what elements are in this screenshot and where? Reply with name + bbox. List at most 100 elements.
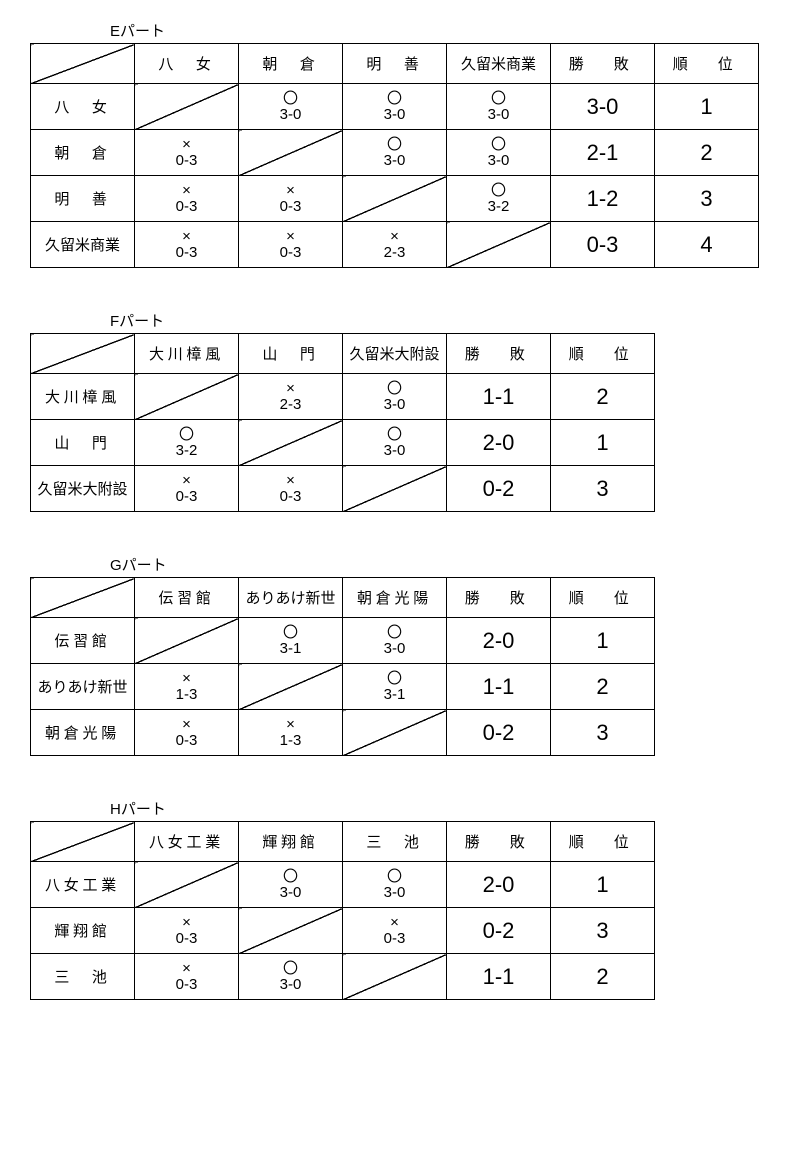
row-header: 明 善	[31, 176, 135, 222]
rank-header: 順 位	[551, 334, 655, 374]
win-loss-cell: 3-0	[551, 84, 655, 130]
diagonal-cell	[343, 954, 447, 1000]
diagonal-cell	[239, 908, 343, 954]
rank-cell: 3	[655, 176, 759, 222]
win-mark-icon: 〇	[447, 183, 550, 199]
diagonal-cell	[135, 84, 239, 130]
score-text: 3-0	[343, 641, 446, 657]
score-text: 0-3	[135, 931, 238, 947]
diagonal-cell	[343, 466, 447, 512]
group-block: Fパート大川樟風山 門久留米大附設勝 敗順 位大川樟風×2-3〇3-01-12山…	[30, 310, 770, 512]
row-header: 朝 倉	[31, 130, 135, 176]
score-text: 3-0	[447, 107, 550, 123]
result-cell: ×0-3	[239, 222, 343, 268]
wl-header: 勝 敗	[447, 334, 551, 374]
win-mark-icon: 〇	[239, 961, 342, 977]
result-cell: ×2-3	[343, 222, 447, 268]
score-text: 0-3	[135, 199, 238, 215]
loss-mark-icon: ×	[239, 229, 342, 245]
result-cell: ×0-3	[135, 710, 239, 756]
result-cell: 〇3-0	[239, 862, 343, 908]
score-text: 0-3	[135, 489, 238, 505]
win-loss-cell: 0-2	[447, 710, 551, 756]
col-header: 山 門	[239, 334, 343, 374]
table-row: 久留米大附設 ×0-3×0-3 0-23	[31, 466, 655, 512]
loss-mark-icon: ×	[135, 717, 238, 733]
row-header: 輝翔館	[31, 908, 135, 954]
wl-header: 勝 敗	[551, 44, 655, 84]
win-mark-icon: 〇	[343, 625, 446, 641]
win-mark-icon: 〇	[343, 671, 446, 687]
col-header: 輝翔館	[239, 822, 343, 862]
score-text: 3-0	[239, 885, 342, 901]
row-header: 八 女	[31, 84, 135, 130]
col-header: ありあけ新世	[239, 578, 343, 618]
loss-mark-icon: ×	[135, 671, 238, 687]
corner-cell	[31, 334, 135, 374]
result-cell: 〇3-0	[239, 954, 343, 1000]
win-loss-cell: 0-2	[447, 466, 551, 512]
score-text: 0-3	[343, 931, 446, 947]
score-text: 1-3	[135, 687, 238, 703]
score-text: 3-0	[343, 397, 446, 413]
result-cell: ×1-3	[239, 710, 343, 756]
diagonal-cell	[135, 862, 239, 908]
col-header: 八女工業	[135, 822, 239, 862]
table-row: 朝倉光陽×0-3×1-30-23	[31, 710, 655, 756]
result-cell: ×0-3	[135, 954, 239, 1000]
loss-mark-icon: ×	[343, 915, 446, 931]
win-mark-icon: 〇	[135, 427, 238, 443]
win-mark-icon: 〇	[343, 381, 446, 397]
result-cell: ×0-3	[135, 176, 239, 222]
col-header: 久留米商業	[447, 44, 551, 84]
score-text: 0-3	[135, 245, 238, 261]
rank-cell: 1	[551, 420, 655, 466]
group-title: Gパート	[110, 554, 770, 575]
result-cell: ×0-3	[239, 466, 343, 512]
result-cell: 〇3-0	[343, 618, 447, 664]
win-loss-cell: 1-2	[551, 176, 655, 222]
result-cell: ×0-3	[135, 222, 239, 268]
score-text: 3-0	[343, 443, 446, 459]
win-loss-cell: 2-0	[447, 862, 551, 908]
result-cell: 〇3-2	[447, 176, 551, 222]
win-mark-icon: 〇	[343, 427, 446, 443]
loss-mark-icon: ×	[239, 473, 342, 489]
score-text: 0-3	[239, 489, 342, 505]
table-row: 輝翔館×0-3×0-30-23	[31, 908, 655, 954]
win-mark-icon: 〇	[447, 137, 550, 153]
round-robin-table: 八 女朝 倉明 善久留米商業勝 敗順 位八 女〇3-0〇3-0〇3-03-01朝…	[30, 43, 759, 268]
score-text: 0-3	[135, 733, 238, 749]
loss-mark-icon: ×	[135, 961, 238, 977]
table-row: 大川樟風×2-3〇3-01-12	[31, 374, 655, 420]
result-cell: 〇3-0	[343, 84, 447, 130]
score-text: 3-0	[239, 977, 342, 993]
score-text: 0-3	[135, 153, 238, 169]
row-header: 久留米商業	[31, 222, 135, 268]
table-row: 山 門〇3-2〇3-02-01	[31, 420, 655, 466]
rank-header: 順 位	[551, 578, 655, 618]
score-text: 2-3	[239, 397, 342, 413]
win-loss-cell: 2-0	[447, 618, 551, 664]
score-text: 3-0	[239, 107, 342, 123]
round-robin-table: 大川樟風山 門久留米大附設勝 敗順 位大川樟風×2-3〇3-01-12山 門〇3…	[30, 333, 655, 512]
loss-mark-icon: ×	[239, 183, 342, 199]
loss-mark-icon: ×	[239, 381, 342, 397]
diagonal-cell	[343, 710, 447, 756]
row-header: 久留米大附設	[31, 466, 135, 512]
group-block: Hパート八女工業輝翔館三 池勝 敗順 位八女工業〇3-0〇3-02-01輝翔館×…	[30, 798, 770, 1000]
diagonal-cell	[135, 374, 239, 420]
rank-header: 順 位	[655, 44, 759, 84]
corner-cell	[31, 44, 135, 84]
rank-cell: 3	[551, 710, 655, 756]
table-row: 久留米商業×0-3×0-3×2-30-34	[31, 222, 759, 268]
loss-mark-icon: ×	[135, 229, 238, 245]
wl-header: 勝 敗	[447, 822, 551, 862]
rank-cell: 3	[551, 466, 655, 512]
score-text: 3-1	[343, 687, 446, 703]
table-row: 八 女〇3-0〇3-0〇3-03-01	[31, 84, 759, 130]
score-text: 3-2	[135, 443, 238, 459]
win-loss-cell: 0-2	[447, 908, 551, 954]
score-text: 3-0	[343, 107, 446, 123]
table-row: 八女工業〇3-0〇3-02-01	[31, 862, 655, 908]
